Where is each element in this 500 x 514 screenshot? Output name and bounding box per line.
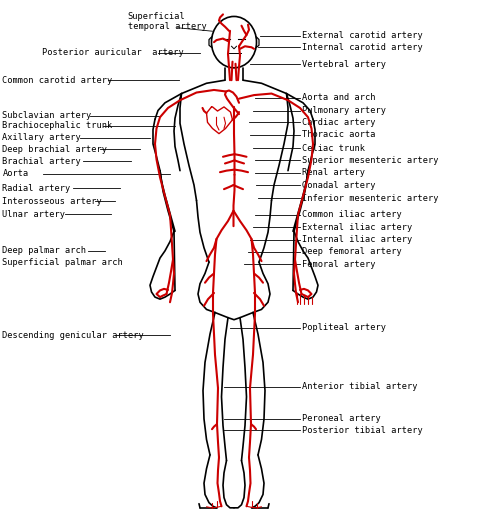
Text: Internal iliac artery: Internal iliac artery (302, 235, 413, 244)
Text: Inferior mesenteric artery: Inferior mesenteric artery (302, 194, 439, 203)
Text: Peroneal artery: Peroneal artery (302, 414, 382, 424)
Text: Femoral artery: Femoral artery (302, 260, 376, 269)
Text: External carotid artery: External carotid artery (302, 31, 423, 41)
Text: Axillary artery: Axillary artery (2, 133, 81, 142)
Text: Radial artery: Radial artery (2, 183, 71, 193)
Text: Cardiac artery: Cardiac artery (302, 118, 376, 127)
Text: Deep brachial artery: Deep brachial artery (2, 144, 108, 154)
Text: Pulmonary artery: Pulmonary artery (302, 106, 386, 115)
Text: Anterior tibial artery: Anterior tibial artery (302, 382, 418, 391)
Text: Brachiocephalic trunk: Brachiocephalic trunk (2, 121, 113, 131)
Text: Superficial
temporal artery: Superficial temporal artery (128, 12, 206, 31)
Text: Aorta and arch: Aorta and arch (302, 93, 376, 102)
Text: Interosseous artery: Interosseous artery (2, 197, 102, 206)
Text: Common carotid artery: Common carotid artery (2, 76, 113, 85)
Text: Common iliac artery: Common iliac artery (302, 210, 402, 219)
Text: Brachial artery: Brachial artery (2, 157, 81, 166)
Ellipse shape (212, 16, 256, 68)
Text: External iliac artery: External iliac artery (302, 223, 413, 232)
Text: Internal carotid artery: Internal carotid artery (302, 43, 423, 52)
Text: Deep palmar arch: Deep palmar arch (2, 246, 86, 255)
Text: Deep femoral artery: Deep femoral artery (302, 247, 402, 256)
Text: Descending genicular artery: Descending genicular artery (2, 331, 144, 340)
Text: Subclavian artery: Subclavian artery (2, 111, 92, 120)
Text: Superior mesenteric artery: Superior mesenteric artery (302, 156, 439, 165)
Text: Celiac trunk: Celiac trunk (302, 143, 366, 153)
Text: Thoracic aorta: Thoracic aorta (302, 130, 376, 139)
Text: Posterior tibial artery: Posterior tibial artery (302, 426, 423, 435)
Text: Superficial palmar arch: Superficial palmar arch (2, 258, 123, 267)
Text: Ulnar artery: Ulnar artery (2, 210, 66, 219)
Text: Vertebral artery: Vertebral artery (302, 60, 386, 69)
Text: Popliteal artery: Popliteal artery (302, 323, 386, 333)
Text: Aorta: Aorta (2, 169, 29, 178)
Text: Gonadal artery: Gonadal artery (302, 180, 376, 190)
Text: Renal artery: Renal artery (302, 168, 366, 177)
Text: Posterior auricular  artery: Posterior auricular artery (42, 48, 184, 58)
